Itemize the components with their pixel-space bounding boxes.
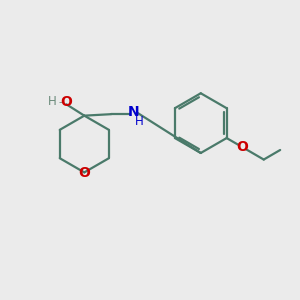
Text: H: H bbox=[135, 115, 144, 128]
Text: O: O bbox=[236, 140, 248, 154]
Text: O: O bbox=[61, 94, 72, 109]
Text: N: N bbox=[128, 105, 140, 119]
Text: O: O bbox=[78, 166, 90, 180]
Text: H: H bbox=[48, 95, 57, 108]
Text: –: – bbox=[59, 97, 64, 106]
